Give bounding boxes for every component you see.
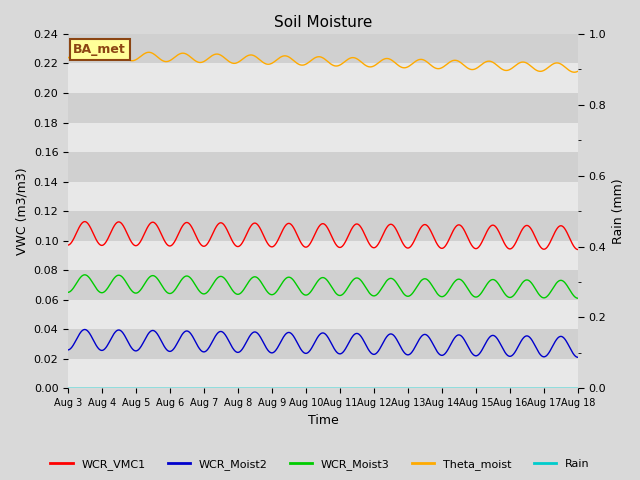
Legend: WCR_VMC1, WCR_Moist2, WCR_Moist3, Theta_moist, Rain: WCR_VMC1, WCR_Moist2, WCR_Moist3, Theta_… (46, 455, 594, 474)
Title: Soil Moisture: Soil Moisture (274, 15, 372, 30)
Bar (68, 329, 579, 359)
Y-axis label: Rain (mm): Rain (mm) (612, 179, 625, 244)
Bar (68, 122, 579, 152)
Bar (68, 93, 579, 122)
Y-axis label: VWC (m3/m3): VWC (m3/m3) (15, 168, 28, 255)
Text: BA_met: BA_met (73, 43, 126, 56)
Bar (68, 181, 579, 211)
Bar (68, 240, 579, 270)
Bar (68, 270, 579, 300)
Bar (68, 152, 579, 181)
Bar (68, 211, 579, 240)
Bar (68, 63, 579, 93)
Bar (68, 359, 579, 388)
X-axis label: Time: Time (308, 414, 339, 427)
Bar (68, 34, 579, 63)
Bar (68, 300, 579, 329)
